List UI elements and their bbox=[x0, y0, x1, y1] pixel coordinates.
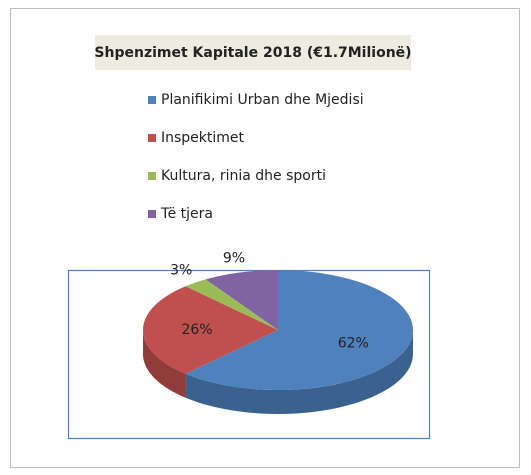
pie-slice bbox=[142, 286, 278, 374]
title-box bbox=[95, 35, 411, 70]
data-label: 9% bbox=[223, 251, 245, 267]
legend-label: Planifikimi Urban dhe Mjedisi bbox=[161, 92, 364, 108]
legend-label: Kultura, rinia dhe sporti bbox=[161, 168, 326, 184]
data-label: 62% bbox=[338, 335, 369, 351]
legend-label: Inspektimet bbox=[161, 130, 245, 146]
data-label: 3% bbox=[170, 263, 192, 279]
data-label: 26% bbox=[181, 322, 212, 338]
pie-slice-side bbox=[143, 330, 186, 398]
legend-swatch bbox=[148, 134, 156, 142]
legend-label: Të tjera bbox=[160, 206, 213, 222]
chart-title: Shpenzimet Kapitale 2018 (€1.7Milionë) bbox=[94, 45, 411, 61]
pie-slice-side bbox=[185, 330, 413, 414]
legend-swatch bbox=[148, 172, 156, 180]
legend-swatch bbox=[148, 210, 156, 218]
plot-area bbox=[67, 269, 431, 440]
legend-swatch bbox=[148, 96, 156, 104]
pie-slice bbox=[185, 270, 413, 391]
pie-slice bbox=[205, 270, 278, 330]
pie-slice bbox=[185, 279, 278, 330]
